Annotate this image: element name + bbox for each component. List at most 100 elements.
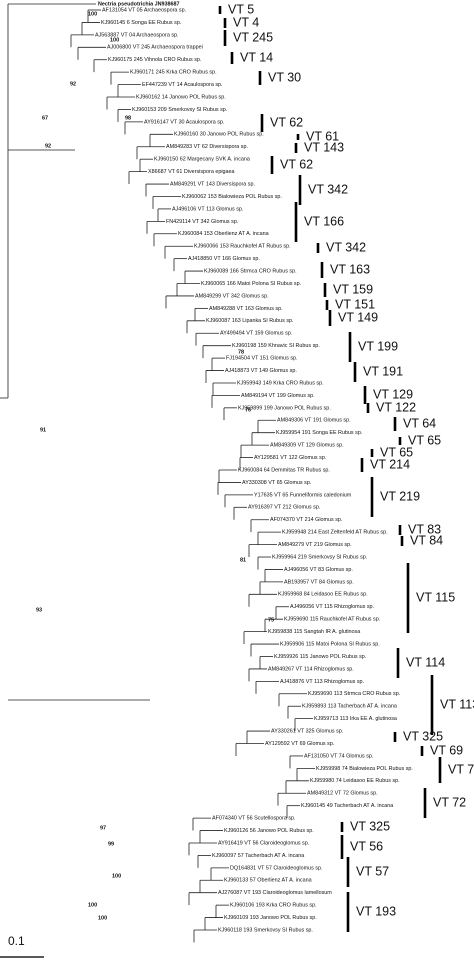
clade-label: VT 325 <box>350 819 390 833</box>
leaf-label: AY129581 VT 122 Glomus sp. <box>254 455 326 461</box>
leaf-label: KJ960150 62 Margecany SVK A. incana <box>154 157 250 163</box>
leaf-label: AF131054 VT 05 Archaeospora sp. <box>102 7 186 13</box>
leaf-label: KJ959838 115 Sangtah IR A. glutinosa <box>268 629 360 635</box>
leaf-label: AM849291 VT 143 Diversispora sp. <box>170 181 255 187</box>
leaf-label: AF074370 VT 214 Glomus sp. <box>270 517 342 523</box>
support-value: 99 <box>108 841 114 847</box>
support-value: 67 <box>42 115 48 121</box>
leaf-label: KJ960175 245 Vihnola CRO Rubus sp. <box>108 57 201 63</box>
leaf-label: AJ418850 VT 166 Glomus sp. <box>188 256 260 262</box>
leaf-label: KJ960118 193 Smerkovsy SI Rubus sp. <box>218 927 313 933</box>
leaf-label: AM849279 VT 219 Glomus sp. <box>278 542 352 548</box>
leaf-label: EF447239 VT 14 Acaulospora sp. <box>142 82 223 88</box>
clade-label: VT 5 <box>228 2 254 16</box>
leaf-label: AY330308 VT 65 Glomus sp. <box>242 480 311 486</box>
leaf-label: KJ959893 113 Tacherbach AT A. incana <box>302 704 397 710</box>
leaf-label: KJ960097 57 Tacherbach AT A. incana <box>212 853 304 859</box>
support-value: 100 <box>98 915 107 921</box>
clade-label: VT 342 <box>326 240 366 254</box>
leaf-label: KJ960126 56 Janowo POL Rubus sp. <box>224 828 314 834</box>
clade-label: VT 325 <box>403 729 443 743</box>
support-value: 98 <box>125 115 131 121</box>
support-value: 75 <box>268 617 274 623</box>
clade-label: VT 219 <box>380 489 420 503</box>
clade-label: VT 191 <box>363 364 403 378</box>
leaf-label: AF074340 VT 56 Scutellospora sp. <box>212 816 296 822</box>
clade-label: VT 159 <box>333 282 373 296</box>
root-label: Nectria pseudotrichia JN938687 <box>98 1 180 7</box>
leaf-label: AY916397 VT 212 Glomus sp. <box>248 505 320 511</box>
clade-label: VT 4 <box>233 15 259 29</box>
clade-label: VT 114 <box>406 655 445 669</box>
leaf-label: KJ960065 166 Matoi Polona SI Rubus sp. <box>201 281 301 287</box>
leaf-label: AM849283 VT 62 Diversispora sp. <box>166 144 248 150</box>
support-value: 100 <box>88 11 97 17</box>
clade-label: VT 143 <box>304 140 344 154</box>
support-value: 78 <box>238 349 244 355</box>
support-value: 92 <box>70 81 76 87</box>
leaf-label: KJ960162 14 Janowo POL Rubus sp. <box>136 94 226 100</box>
clade-label: VT 65 <box>408 433 441 447</box>
support-value: 92 <box>45 143 51 149</box>
leaf-label: KJ960084 64 Demmitas TR Rubus sp. <box>238 467 330 473</box>
clade-label: VT 214 <box>370 457 410 471</box>
clade-label: VT 56 <box>350 839 383 853</box>
leaf-label: KJ959948 214 East Zeltenfeld AT Rubus sp… <box>282 530 388 536</box>
leaf-label: KJ959968 84 Leidasoo EE Rubus sp. <box>278 592 368 598</box>
leaf-label: AY916147 VT 30 Acaulospora sp. <box>144 119 224 125</box>
leaf-label: KJ960066 153 Rauchkofel AT Rubus sp. <box>194 244 291 250</box>
leaf-label: AM849194 VT 199 Glomus sp. <box>241 393 315 399</box>
clade-label: VT 30 <box>268 70 301 84</box>
clade-label: VT 193 <box>356 904 396 918</box>
leaf-label: AJ496056 VT 83 Glomus sp. <box>284 567 353 573</box>
support-value: 100 <box>112 873 121 879</box>
leaf-label: AM849306 VT 191 Glomus sp. <box>277 418 351 424</box>
leaf-label: KJ960153 209 Smerkovsy SI Rubus sp. <box>132 107 227 113</box>
support-value: 81 <box>240 557 246 563</box>
clade-label: VT 64 <box>403 416 436 430</box>
leaf-label: X86687 VT 61 Diversispora epigaea <box>148 169 235 175</box>
leaf-label: KJ959713 113 Irka EE A. glutinosa <box>314 716 397 722</box>
leaf-label: AM849309 VT 129 Glomus sp. <box>270 443 344 449</box>
clade-label: VT 163 <box>330 262 370 276</box>
leaf-label: KJ960133 57 Oberlienz AT A. incana <box>224 878 312 884</box>
leaf-label: AJ563887 VT 04 Archaeospora sp. <box>95 32 179 38</box>
leaf-label: KJ960109 193 Janowo POL Rubus sp. <box>224 915 317 921</box>
support-value: 93 <box>36 607 42 613</box>
leaf-label: KJ959906 115 Matoi Polona SI Rubus sp. <box>280 641 380 647</box>
leaf-label: KJ959899 199 Janowo POL Rubus sp. <box>238 405 331 411</box>
leaf-label: AJ418873 VT 149 Glomus sp. <box>225 368 297 374</box>
clade-label: VT 245 <box>233 30 273 44</box>
leaf-label: AF131050 VT 74 Glomus sp. <box>304 753 373 759</box>
scale-label: 0.1 <box>8 934 25 948</box>
support-value: 97 <box>100 825 106 831</box>
leaf-label: AB193957 VT 84 Glomus sp. <box>284 579 354 585</box>
clade-label: VT 14 <box>240 50 273 64</box>
clade-label: VT 149 <box>338 310 378 324</box>
leaf-label: AJ496106 VT 113 Glomus sp. <box>172 206 243 212</box>
leaf-label: KJ960145 6 Songa EE Rubus sp. <box>101 20 181 26</box>
leaf-label: KJ959980 74 Leidasoo EE Rubus sp. <box>310 778 400 784</box>
leaf-label: AY330261 VT 325 Glomus sp. <box>271 729 343 735</box>
support-value: 100 <box>88 902 97 908</box>
clade-label: VT 74 <box>448 762 474 776</box>
leaf-label: KJ960145 49 Tacherbach AT A. incana <box>301 803 393 809</box>
clade-label: VT 69 <box>430 743 463 757</box>
leaf-label: FN429114 VT 342 Glomus sp. <box>166 219 238 225</box>
leaf-label: KJ960089 166 Strmca CRO Rubus sp. <box>204 269 297 275</box>
clade-label: VT 342 <box>308 182 348 196</box>
leaf-label: KJ959998 74 Bialowieza POL Rubus sp. <box>316 766 413 772</box>
clade-label: VT 113 <box>440 697 474 711</box>
leaf-label: KJ960062 153 Bialowieza POL Rubus sp. <box>182 194 282 200</box>
clade-label: VT 84 <box>410 533 443 547</box>
leaf-label: KJ960160 30 Janowo POL Rubus sp. <box>174 132 264 138</box>
leaf-label: FJ194504 VT 151 Glomus sp. <box>226 356 298 362</box>
leaf-label: AY916419 VT 56 Claroideoglomus sp. <box>218 840 309 846</box>
leaf-label: AJ006800 VT 245 Archaeospora trappei <box>107 45 203 51</box>
clade-label: VT 62 <box>280 157 313 171</box>
leaf-label: AM849312 VT 72 Glomus sp. <box>307 791 378 797</box>
clade-label: VT 151 <box>335 297 375 311</box>
leaf-label: AY129592 VT 69 Glomus sp. <box>265 741 334 747</box>
leaf-label: AJ496056 VT 115 Rhizoglomus sp. <box>290 604 374 610</box>
